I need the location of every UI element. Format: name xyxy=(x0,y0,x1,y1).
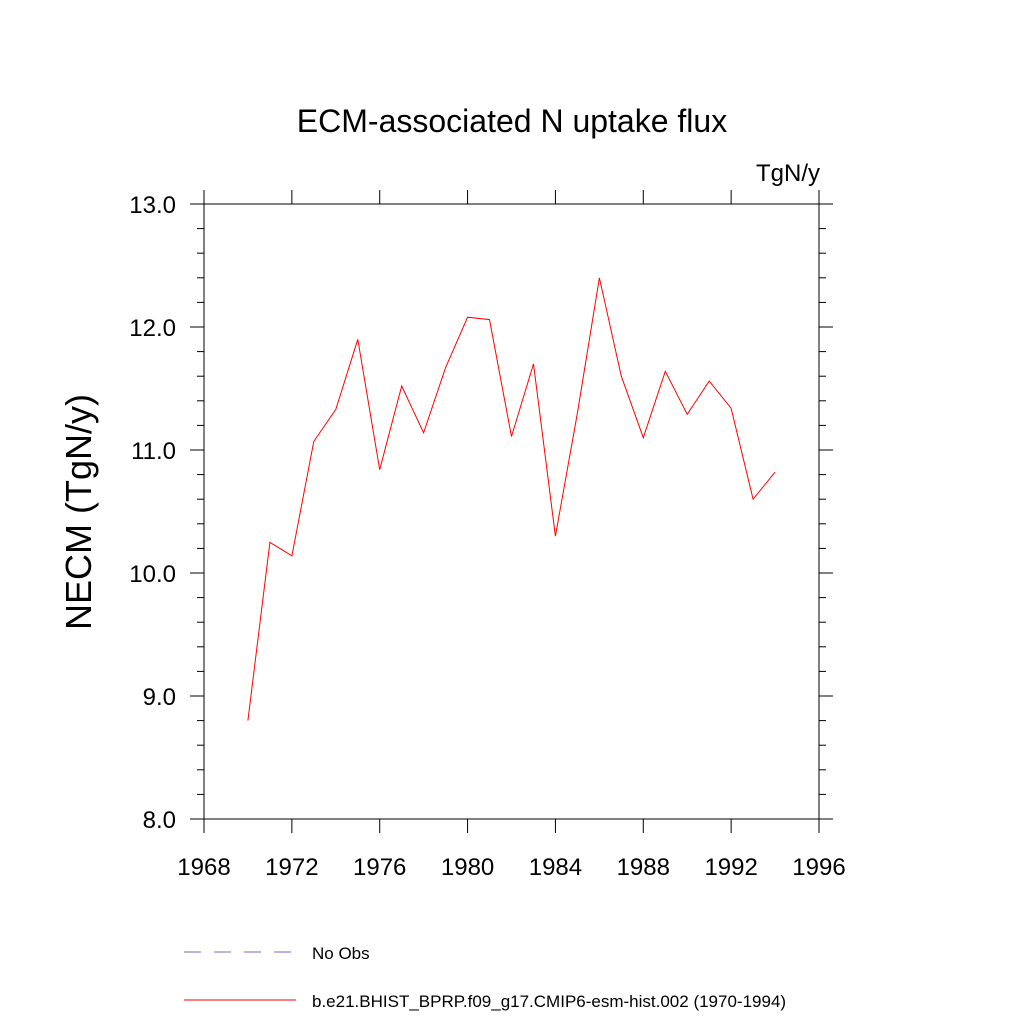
chart-title: ECM-associated N uptake flux xyxy=(297,103,727,139)
x-tick-label: 1968 xyxy=(177,854,230,881)
x-tick-label: 1984 xyxy=(529,854,582,881)
x-axis: 1968 1972 1976 1980 1984 1988 1992 1996 xyxy=(177,190,846,881)
y-axis-label: NECM (TgN/y) xyxy=(58,394,99,630)
plot-area xyxy=(247,277,776,721)
x-tick-label: 1996 xyxy=(792,854,845,881)
x-tick-label: 1988 xyxy=(617,854,670,881)
y-tick-label: 11.0 xyxy=(131,438,176,465)
legend: No Obs b.e21.BHIST_BPRP.f09_g17.CMIP6-esm… xyxy=(184,944,786,1011)
legend-label: b.e21.BHIST_BPRP.f09_g17.CMIP6-esm-hist.… xyxy=(312,992,786,1011)
units-label: TgN/y xyxy=(756,160,820,187)
x-tick-label: 1980 xyxy=(441,854,494,881)
legend-label: No Obs xyxy=(312,944,370,963)
x-tick-label: 1976 xyxy=(353,854,406,881)
y-tick-label: 9.0 xyxy=(143,684,176,711)
y-tick-label: 8.0 xyxy=(143,807,176,834)
series-line xyxy=(247,277,776,721)
y-tick-label: 10.0 xyxy=(129,561,176,588)
y-tick-label: 13.0 xyxy=(129,192,176,219)
x-tick-label: 1992 xyxy=(704,854,757,881)
y-tick-label: 12.0 xyxy=(129,315,176,342)
x-tick-label: 1972 xyxy=(265,854,318,881)
plot-frame xyxy=(203,203,820,820)
y-axis: 8.0 9.0 10.0 11.0 12.0 13.0 xyxy=(129,192,833,834)
